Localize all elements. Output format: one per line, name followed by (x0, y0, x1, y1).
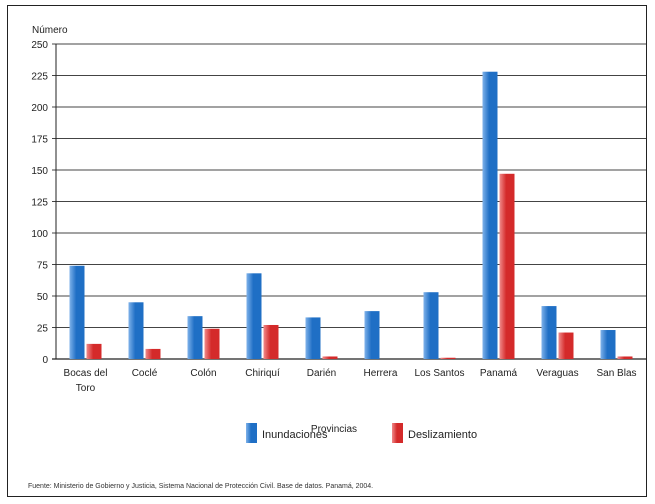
y-tick-label: 0 (42, 355, 48, 366)
y-tick-label: 150 (31, 166, 48, 177)
bar-inundaciones (128, 302, 144, 359)
bar-deslizamiento (499, 173, 515, 359)
bar-deslizamiento (86, 343, 102, 359)
y-tick-label: 125 (31, 198, 48, 209)
bar-deslizamiento (263, 324, 279, 359)
x-tick-label: San Blas (596, 368, 636, 379)
y-tick-label: 225 (31, 72, 48, 83)
bar-inundaciones (364, 311, 380, 359)
bar-inundaciones (69, 265, 85, 359)
y-tick-label: 250 (31, 40, 48, 51)
bars-layer (69, 71, 633, 359)
bar-deslizamiento (440, 357, 456, 359)
y-tick-label: 25 (37, 324, 49, 335)
bar-inundaciones (187, 316, 203, 359)
x-axis-title: Provincias (311, 424, 357, 435)
x-tick-label: Colón (190, 368, 216, 379)
bar-inundaciones (541, 306, 557, 359)
x-tick-label: Bocas del (64, 368, 108, 379)
x-tick-label: Herrera (364, 368, 398, 379)
x-tick-label: Panamá (480, 368, 518, 379)
bar-inundaciones (600, 330, 616, 359)
bar-inundaciones (482, 71, 498, 359)
y-tick-label: 50 (37, 292, 49, 303)
x-tick-label: Darién (307, 368, 336, 379)
bar-deslizamiento (145, 348, 161, 359)
bar-deslizamiento (322, 356, 338, 359)
chart-svg: 0 25 50 75 100 125 150 175 200 225 250 Bocas del Tor… (28, 25, 646, 490)
bar-inundaciones (305, 317, 321, 359)
x-tick-label: Coclé (132, 368, 158, 379)
y-tick-label: 200 (31, 103, 48, 114)
legend-label: Inundaciones (262, 429, 328, 441)
bar-deslizamiento (558, 332, 574, 359)
bar-inundaciones (246, 273, 262, 359)
x-tick-label: Veraguas (536, 368, 578, 379)
x-tick-label: Chiriquí (245, 368, 280, 379)
x-tick-label: Toro (76, 383, 96, 394)
bar-deslizamiento (617, 356, 633, 359)
bar-deslizamiento (204, 328, 220, 359)
chart-frame: 0 25 50 75 100 125 150 175 200 225 250 Bocas del Tor… (7, 5, 647, 497)
grid-layer (52, 43, 646, 360)
y-tick-label: 100 (31, 229, 48, 240)
y-axis-title: Número (32, 25, 68, 36)
legend-swatch (246, 423, 257, 443)
legend: Inundaciones Deslizamiento (246, 423, 477, 443)
bar-inundaciones (423, 292, 439, 359)
y-tick-label: 75 (37, 261, 49, 272)
x-tick-label: Los Santos (414, 368, 464, 379)
labels-layer: 0 25 50 75 100 125 150 175 200 225 250 Bocas del Tor… (31, 40, 636, 394)
source-note: Fuente: Ministerio de Gobierno y Justici… (28, 483, 373, 490)
legend-label: Deslizamiento (408, 429, 477, 441)
legend-swatch (392, 423, 403, 443)
y-tick-label: 175 (31, 135, 48, 146)
